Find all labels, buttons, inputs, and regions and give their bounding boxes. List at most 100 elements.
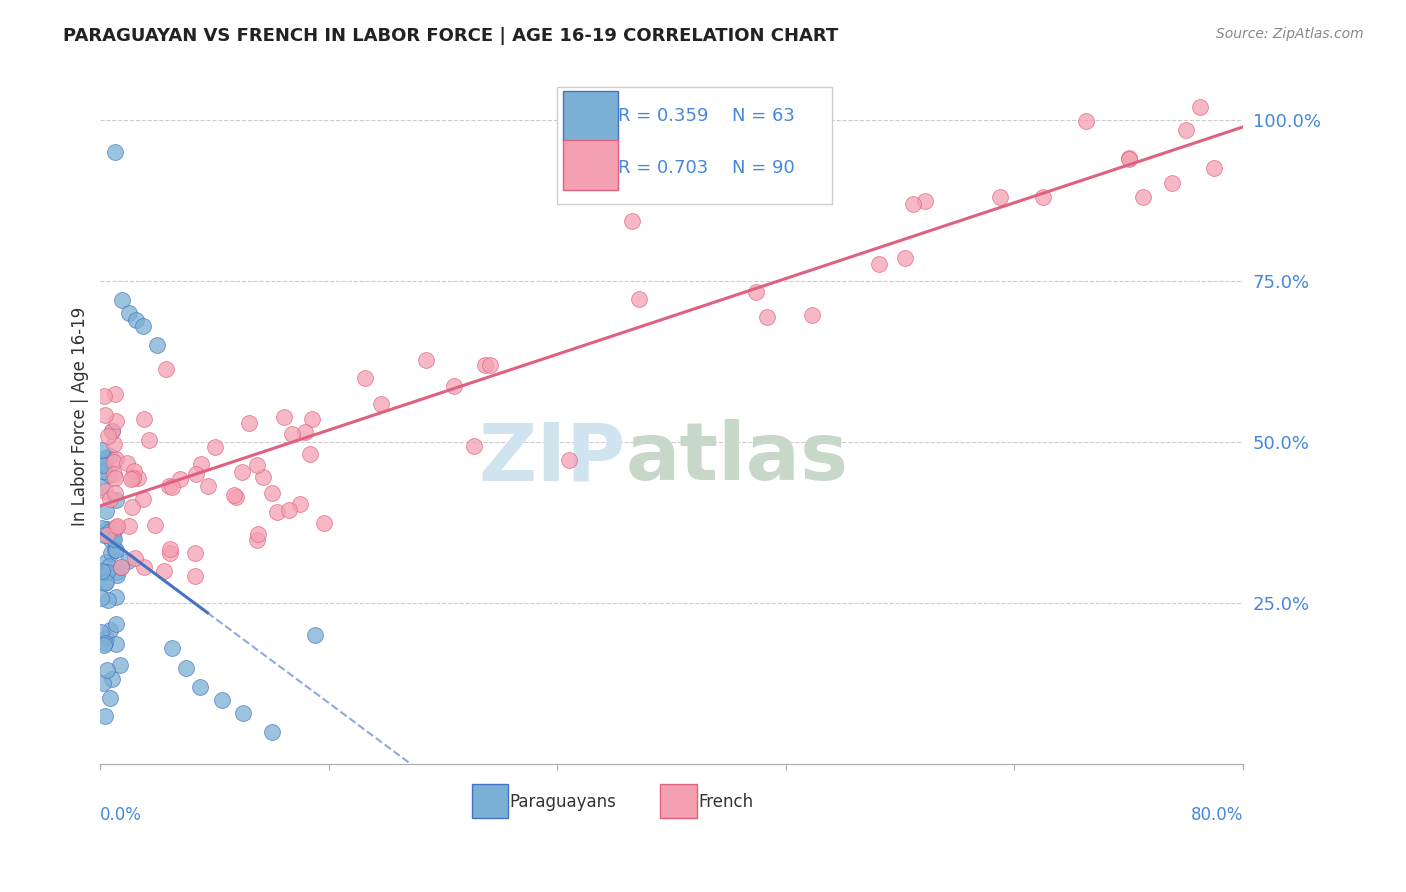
Text: ZIP: ZIP — [478, 419, 626, 497]
Point — [567, 154, 589, 169]
Point — [415, 353, 437, 368]
Point — [90, 591, 112, 605]
Text: R = 0.359: R = 0.359 — [619, 107, 709, 125]
Point — [558, 452, 581, 467]
Point — [105, 566, 128, 580]
Point — [281, 426, 304, 441]
Point — [93, 483, 115, 498]
Point — [96, 555, 118, 569]
Point — [160, 480, 183, 494]
Point — [98, 623, 121, 637]
FancyBboxPatch shape — [661, 784, 697, 818]
Point — [1032, 190, 1054, 204]
Point — [1160, 176, 1182, 190]
Point — [903, 196, 925, 211]
Point — [90, 565, 112, 579]
Point — [225, 490, 247, 504]
Point — [97, 467, 120, 482]
Point — [104, 471, 127, 485]
Point — [93, 638, 115, 652]
Point — [104, 145, 127, 160]
Point — [97, 593, 120, 607]
Point — [94, 636, 117, 650]
Point — [224, 488, 246, 502]
Point — [105, 518, 128, 533]
Point — [104, 486, 127, 500]
Point — [159, 542, 181, 557]
Point — [94, 576, 117, 591]
Point — [121, 500, 143, 514]
Point — [354, 371, 377, 385]
Point — [160, 641, 183, 656]
Point — [94, 575, 117, 590]
Point — [132, 559, 155, 574]
Point — [1132, 190, 1154, 204]
Point — [98, 449, 121, 463]
Point — [132, 319, 155, 334]
Point — [143, 518, 166, 533]
Point — [118, 519, 141, 533]
Point — [90, 521, 112, 535]
Point — [628, 292, 651, 306]
Point — [117, 554, 139, 568]
Y-axis label: In Labor Force | Age 16-19: In Labor Force | Age 16-19 — [72, 307, 89, 526]
Point — [122, 463, 145, 477]
Point — [231, 466, 253, 480]
Point — [260, 725, 283, 739]
Point — [134, 411, 156, 425]
Point — [94, 458, 117, 472]
Point — [174, 660, 197, 674]
Point — [184, 569, 207, 583]
Text: atlas: atlas — [626, 419, 849, 497]
Point — [290, 497, 312, 511]
Point — [124, 551, 146, 566]
Point — [132, 492, 155, 507]
Point — [104, 590, 127, 604]
Point — [155, 361, 177, 376]
Point — [105, 568, 128, 582]
Text: Source: ZipAtlas.com: Source: ZipAtlas.com — [1216, 27, 1364, 41]
Point — [90, 480, 112, 494]
Point — [96, 452, 118, 467]
Point — [868, 256, 890, 270]
Point — [96, 504, 118, 518]
Point — [117, 456, 139, 470]
Point — [246, 458, 269, 472]
Point — [277, 503, 299, 517]
Point — [474, 358, 496, 372]
Point — [105, 451, 128, 466]
Text: Paraguayans: Paraguayans — [509, 793, 616, 811]
Point — [93, 464, 115, 478]
Point — [94, 408, 117, 422]
Point — [98, 690, 121, 705]
Point — [125, 312, 148, 326]
Point — [96, 632, 118, 646]
Point — [98, 558, 121, 573]
Point — [105, 492, 128, 507]
Text: N = 90: N = 90 — [733, 159, 794, 177]
Point — [118, 306, 141, 320]
Point — [120, 472, 142, 486]
Point — [96, 565, 118, 579]
Point — [153, 564, 176, 578]
Point — [370, 397, 392, 411]
Point — [127, 471, 149, 485]
Point — [110, 560, 132, 574]
Point — [298, 447, 321, 461]
Point — [98, 491, 121, 506]
Point — [184, 467, 207, 481]
Text: N = 63: N = 63 — [733, 107, 796, 125]
Point — [197, 478, 219, 492]
Point — [232, 706, 254, 720]
Point — [103, 437, 125, 451]
Point — [90, 624, 112, 639]
Point — [1118, 152, 1140, 166]
Text: PARAGUAYAN VS FRENCH IN LABOR FORCE | AGE 16-19 CORRELATION CHART: PARAGUAYAN VS FRENCH IN LABOR FORCE | AG… — [63, 27, 838, 45]
Point — [188, 680, 211, 694]
Point — [105, 637, 128, 651]
Point — [97, 428, 120, 442]
Point — [100, 533, 122, 548]
Point — [894, 252, 917, 266]
Point — [104, 387, 127, 401]
Point — [443, 379, 465, 393]
